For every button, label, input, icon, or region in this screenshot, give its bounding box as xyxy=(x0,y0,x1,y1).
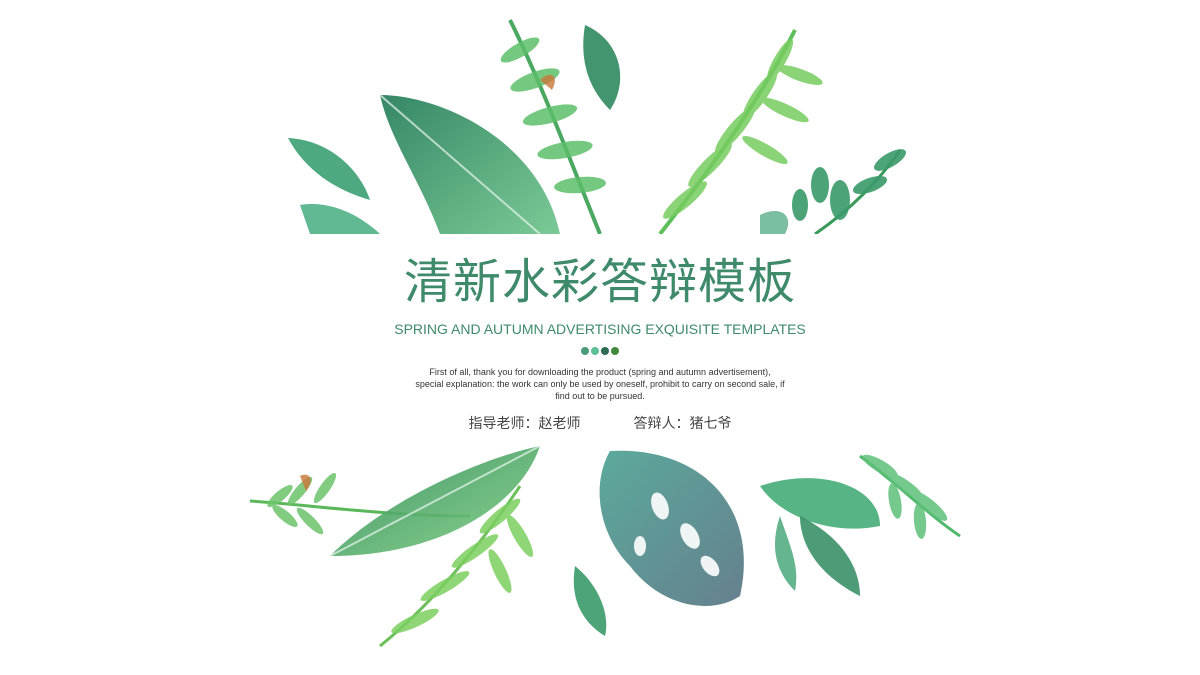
dot-icon xyxy=(611,347,619,355)
description-line: find out to be pursued. xyxy=(555,391,645,401)
dot-icon xyxy=(601,347,609,355)
dot-icon xyxy=(591,347,599,355)
description: First of all, thank you for downloading … xyxy=(400,366,800,402)
presenter-label: 答辩人：猪七爷 xyxy=(633,416,732,432)
foliage-top-image xyxy=(288,19,906,234)
presentation-meta: 指导老师：赵老师 答辩人：猪七爷 xyxy=(0,414,1200,434)
description-line: First of all, thank you for downloading … xyxy=(429,367,771,377)
slide-subtitle: SPRING AND AUTUMN ADVERTISING EXQUISITE … xyxy=(394,321,806,337)
decorative-dots xyxy=(580,347,620,357)
description-line: special explanation: the work can only b… xyxy=(415,379,785,389)
slide-title: 清新水彩答辩模板 xyxy=(403,254,796,310)
dot-icon xyxy=(581,347,589,355)
advisor-label: 指导老师：赵老师 xyxy=(468,416,581,432)
foliage-bottom-image xyxy=(249,446,961,648)
